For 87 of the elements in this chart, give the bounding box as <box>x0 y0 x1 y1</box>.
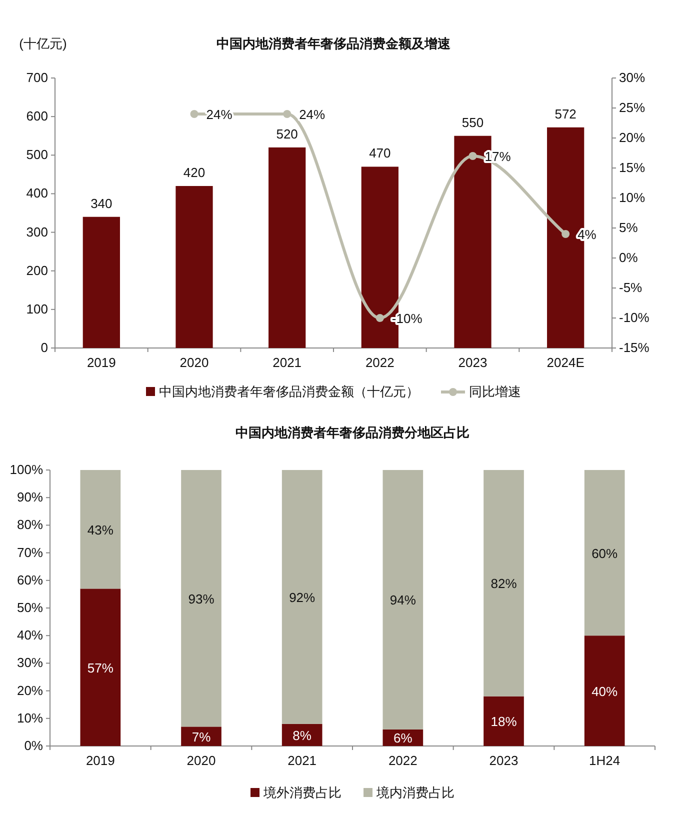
point <box>562 230 570 238</box>
y2-tick-label: -15% <box>619 340 650 355</box>
y-tick-label: 10% <box>16 710 44 726</box>
data-label: 340 <box>90 196 112 211</box>
data-label: 18% <box>490 714 518 730</box>
y-tick-label: 400 <box>26 186 48 201</box>
bar <box>584 470 625 636</box>
data-label: 82% <box>490 576 518 592</box>
y-tick-label: 40% <box>16 628 44 643</box>
bar <box>282 470 322 724</box>
data-label: 93% <box>188 591 215 606</box>
legend-label: 中国内地消费者年奢侈品消费金额（十亿元） <box>159 384 419 399</box>
y2-tick-label: 30% <box>619 70 646 85</box>
y-tick-label: 70% <box>16 544 44 560</box>
y-tick-label: 600 <box>26 108 48 124</box>
y2-tick-label: 10% <box>619 190 646 205</box>
y-tick-label: 300 <box>26 224 48 240</box>
y-tick-label: 700 <box>26 70 48 85</box>
y-axis-title: (十亿元) <box>19 36 67 51</box>
data-label: 24% <box>206 107 233 122</box>
data-label: 24% <box>299 107 326 122</box>
y2-tick-label: -10% <box>619 310 650 325</box>
y2-tick-label: 20% <box>619 130 646 145</box>
y-tick-label: 0% <box>24 738 44 753</box>
y-tick-label: 60% <box>16 572 44 588</box>
bar <box>484 470 524 696</box>
x-tick-label: 2020 <box>180 355 209 370</box>
x-tick-label: 1H24 <box>589 753 620 768</box>
data-label: 94% <box>390 592 416 608</box>
legend-label: 同比增速 <box>469 384 521 399</box>
x-tick-label: 2021 <box>272 355 302 370</box>
bar <box>584 636 625 746</box>
data-label: 60% <box>592 546 618 561</box>
data-label: 92% <box>289 590 316 605</box>
bar <box>80 588 121 746</box>
data-label: 8% <box>292 728 312 743</box>
bar <box>181 470 222 727</box>
y-tick-label: 50% <box>16 600 44 615</box>
data-label: 57% <box>87 660 114 676</box>
x-tick-label: 2019 <box>86 355 116 370</box>
x-tick-label: 2021 <box>288 753 317 768</box>
y-tick-label: 80% <box>16 517 44 532</box>
y2-tick-label: 0% <box>619 250 638 265</box>
y-tick-label: 20% <box>16 682 44 698</box>
x-tick-label: 2024E <box>546 355 585 370</box>
y2-tick-label: -5% <box>619 280 643 295</box>
y2-tick-label: 15% <box>619 160 646 175</box>
point <box>283 110 292 118</box>
y-tick-label: 0 <box>40 340 48 355</box>
bar <box>268 147 306 348</box>
x-tick-label: 2023 <box>458 355 488 370</box>
x-tick-label: 2023 <box>489 753 518 768</box>
bar <box>282 724 322 746</box>
y2-tick-label: 5% <box>619 220 638 235</box>
y2-tick-label: 25% <box>619 100 646 115</box>
data-label: 572 <box>554 106 576 122</box>
chart-title: 中国内地消费者年奢侈品消费分地区占比 <box>236 425 470 440</box>
data-label: 520 <box>276 126 298 142</box>
y-tick-label: 100 <box>26 301 48 316</box>
point <box>376 314 384 322</box>
chart-title: 中国内地消费者年奢侈品消费金额及增速 <box>216 36 452 51</box>
point <box>468 152 477 160</box>
legend-label: 境内消费占比 <box>376 785 454 800</box>
data-label: 6% <box>394 730 413 746</box>
y-tick-label: 500 <box>26 147 48 162</box>
data-label: 43% <box>87 522 114 538</box>
data-label: 550 <box>462 114 484 130</box>
y-tick-label: 100% <box>10 462 44 477</box>
x-tick-label: 2019 <box>86 753 115 768</box>
data-label: 420 <box>183 165 206 180</box>
y-tick-label: 200 <box>26 262 48 278</box>
legend-label: 境外消费占比 <box>262 785 342 800</box>
x-tick-label: 2022 <box>388 753 418 768</box>
y-tick-label: 90% <box>16 490 44 505</box>
bar <box>80 470 121 589</box>
x-tick-label: 2020 <box>186 753 216 768</box>
data-label: 40% <box>592 684 618 699</box>
x-tick-label: 2022 <box>365 355 394 370</box>
bar <box>176 186 213 348</box>
y-tick-label: 30% <box>16 655 44 670</box>
bar <box>382 470 424 730</box>
bar <box>82 216 120 348</box>
point <box>190 110 198 118</box>
bar <box>484 696 524 746</box>
bar <box>181 726 222 746</box>
data-label: 7% <box>192 729 212 744</box>
data-label: 470 <box>369 146 391 161</box>
